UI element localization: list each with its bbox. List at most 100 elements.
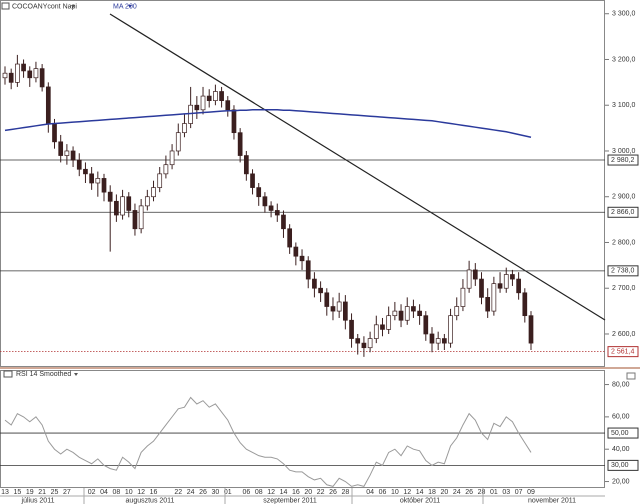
y-tick-label: 2 800,0 <box>612 239 635 246</box>
candle-body <box>15 63 20 83</box>
dropdown-arrow[interactable] <box>128 5 132 8</box>
candle-body <box>27 70 33 79</box>
x-tick-label: 21 <box>38 489 46 496</box>
level-label: 2 738,0 <box>611 268 634 275</box>
candle-body <box>361 342 367 349</box>
candle-body <box>225 100 231 111</box>
x-tick-label: 03 <box>502 489 510 496</box>
y-tick-label: 2 700,0 <box>612 285 635 292</box>
x-tick-label: 08 <box>255 489 263 496</box>
x-tick-label: 12 <box>137 489 145 496</box>
candle-body <box>442 338 447 344</box>
x-tick-label: 24 <box>453 489 461 496</box>
y-tick-label: 60,00 <box>612 414 630 421</box>
x-tick-label: 12 <box>403 489 411 496</box>
candle-body <box>479 278 484 298</box>
candle-body <box>355 338 361 344</box>
candle-body <box>262 196 268 207</box>
rsi-pane <box>0 370 605 488</box>
candle-body <box>250 173 255 188</box>
candle-body <box>423 315 429 335</box>
candle-body <box>107 191 113 202</box>
x-tick-label: 28 <box>478 489 486 496</box>
level-label: 2 980,2 <box>611 157 634 164</box>
y-tick-label: 20,00 <box>612 478 630 485</box>
pane-close[interactable] <box>626 372 636 380</box>
x-tick-label: 10 <box>391 489 399 496</box>
x-tick-label: 26 <box>199 489 207 496</box>
level-label-box <box>607 265 639 277</box>
candle-body <box>522 292 528 317</box>
y-tick-label: 2 600,0 <box>612 331 635 338</box>
x-tick-label: 10 <box>125 489 133 496</box>
x-tick-label: 08 <box>112 489 120 496</box>
candle-body <box>169 150 175 166</box>
candle-body <box>95 178 101 184</box>
candle-body <box>206 95 212 101</box>
candle-body <box>89 173 94 184</box>
candle-body <box>324 292 330 307</box>
chart-title[interactable]: COCOANYcont Napi <box>12 3 77 10</box>
y-tick-label: 3 200,0 <box>612 56 635 63</box>
indicator-label[interactable]: MA 200 <box>113 3 137 10</box>
candle-body <box>485 297 491 312</box>
x-tick-label: 24 <box>187 489 195 496</box>
candle-body <box>188 104 193 124</box>
candle-body <box>132 210 138 230</box>
candle-body <box>45 86 51 124</box>
x-tick-label: 14 <box>280 489 288 496</box>
candle-body <box>491 283 497 312</box>
series-line <box>4 109 532 138</box>
x-tick-label: 06 <box>242 489 250 496</box>
candle-body <box>163 164 169 175</box>
candle-body <box>343 301 348 321</box>
month-label: november 2011 <box>528 497 576 504</box>
x-tick-label: 02 <box>88 489 96 496</box>
candle-body <box>411 306 416 312</box>
y-tick-label: 40,00 <box>612 446 630 453</box>
x-tick-label: 30 <box>212 489 220 496</box>
x-tick-label: 13 <box>1 489 9 496</box>
dropdown-arrow[interactable] <box>71 5 75 8</box>
x-tick-label: 25 <box>51 489 59 496</box>
candle-body <box>237 132 243 156</box>
x-tick-label: 07 <box>515 489 523 496</box>
x-tick-label: 01 <box>224 489 232 496</box>
candle-body <box>281 214 286 230</box>
x-tick-label: 16 <box>292 489 300 496</box>
level-label-box <box>607 459 639 471</box>
x-tick-label: 22 <box>317 489 325 496</box>
candle-body <box>336 301 342 312</box>
candle-body <box>293 246 299 257</box>
trend-line <box>109 13 606 321</box>
x-tick-label: 18 <box>428 489 436 496</box>
y-tick-label: 3 100,0 <box>612 102 635 109</box>
candle-body <box>380 324 385 330</box>
candle-body <box>510 274 515 280</box>
candle-body <box>231 109 237 134</box>
x-tick-label: 15 <box>13 489 21 496</box>
x-tick-label: 27 <box>63 489 71 496</box>
dropdown-arrow[interactable] <box>74 373 78 376</box>
candle-body <box>2 72 8 79</box>
y-tick-label: 80,00 <box>612 381 630 388</box>
pane-icon[interactable] <box>3 370 13 378</box>
x-tick-label: 09 <box>527 489 535 496</box>
symbol-icon[interactable] <box>1 2 10 10</box>
candle-body <box>373 324 379 339</box>
candle-body <box>429 333 435 344</box>
level-label-box <box>607 427 639 439</box>
x-tick-label: 06 <box>379 489 387 496</box>
candle-body <box>101 178 107 193</box>
rsi-title[interactable]: RSI 14 Smoothed <box>16 371 71 378</box>
candle-body <box>318 287 323 294</box>
candle-body <box>404 306 410 321</box>
y-tick-label: 3 300,0 <box>612 11 635 18</box>
candle-body <box>299 255 305 262</box>
candle-body <box>386 315 392 330</box>
month-label: október 2011 <box>400 497 440 504</box>
candle-body <box>70 150 76 161</box>
level-label: 2 561,4 <box>611 348 634 355</box>
